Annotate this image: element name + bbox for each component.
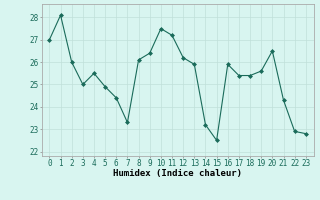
X-axis label: Humidex (Indice chaleur): Humidex (Indice chaleur) bbox=[113, 169, 242, 178]
